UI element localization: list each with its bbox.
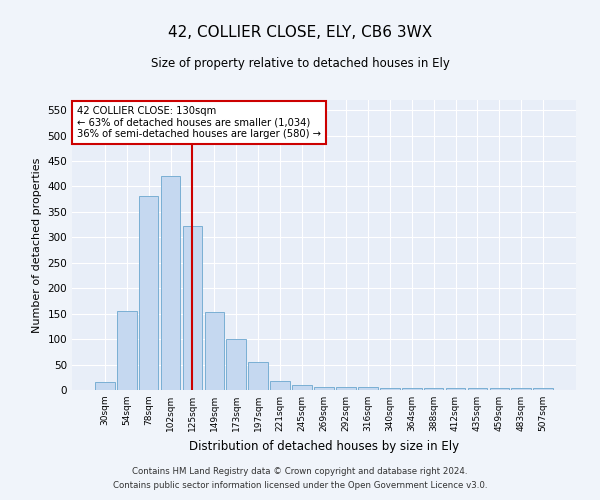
- Text: Contains public sector information licensed under the Open Government Licence v3: Contains public sector information licen…: [113, 481, 487, 490]
- Bar: [95, 382, 115, 390]
- Bar: [205, 312, 224, 390]
- Bar: [314, 388, 334, 390]
- X-axis label: Distribution of detached houses by size in Ely: Distribution of detached houses by size …: [189, 440, 459, 452]
- Bar: [511, 388, 531, 390]
- Text: 42, COLLIER CLOSE, ELY, CB6 3WX: 42, COLLIER CLOSE, ELY, CB6 3WX: [168, 25, 432, 40]
- Bar: [117, 311, 137, 390]
- Bar: [139, 196, 158, 390]
- Bar: [490, 388, 509, 390]
- Bar: [424, 388, 443, 390]
- Bar: [380, 388, 400, 390]
- Bar: [336, 388, 356, 390]
- Bar: [226, 339, 246, 390]
- Bar: [533, 388, 553, 390]
- Y-axis label: Number of detached properties: Number of detached properties: [32, 158, 42, 332]
- Bar: [161, 176, 181, 390]
- Bar: [467, 388, 487, 390]
- Bar: [358, 388, 378, 390]
- Bar: [182, 226, 202, 390]
- Bar: [292, 385, 312, 390]
- Text: 42 COLLIER CLOSE: 130sqm
← 63% of detached houses are smaller (1,034)
36% of sem: 42 COLLIER CLOSE: 130sqm ← 63% of detach…: [77, 106, 321, 139]
- Bar: [270, 381, 290, 390]
- Text: Size of property relative to detached houses in Ely: Size of property relative to detached ho…: [151, 58, 449, 70]
- Bar: [248, 362, 268, 390]
- Bar: [402, 388, 422, 390]
- Text: Contains HM Land Registry data © Crown copyright and database right 2024.: Contains HM Land Registry data © Crown c…: [132, 467, 468, 476]
- Bar: [446, 388, 466, 390]
